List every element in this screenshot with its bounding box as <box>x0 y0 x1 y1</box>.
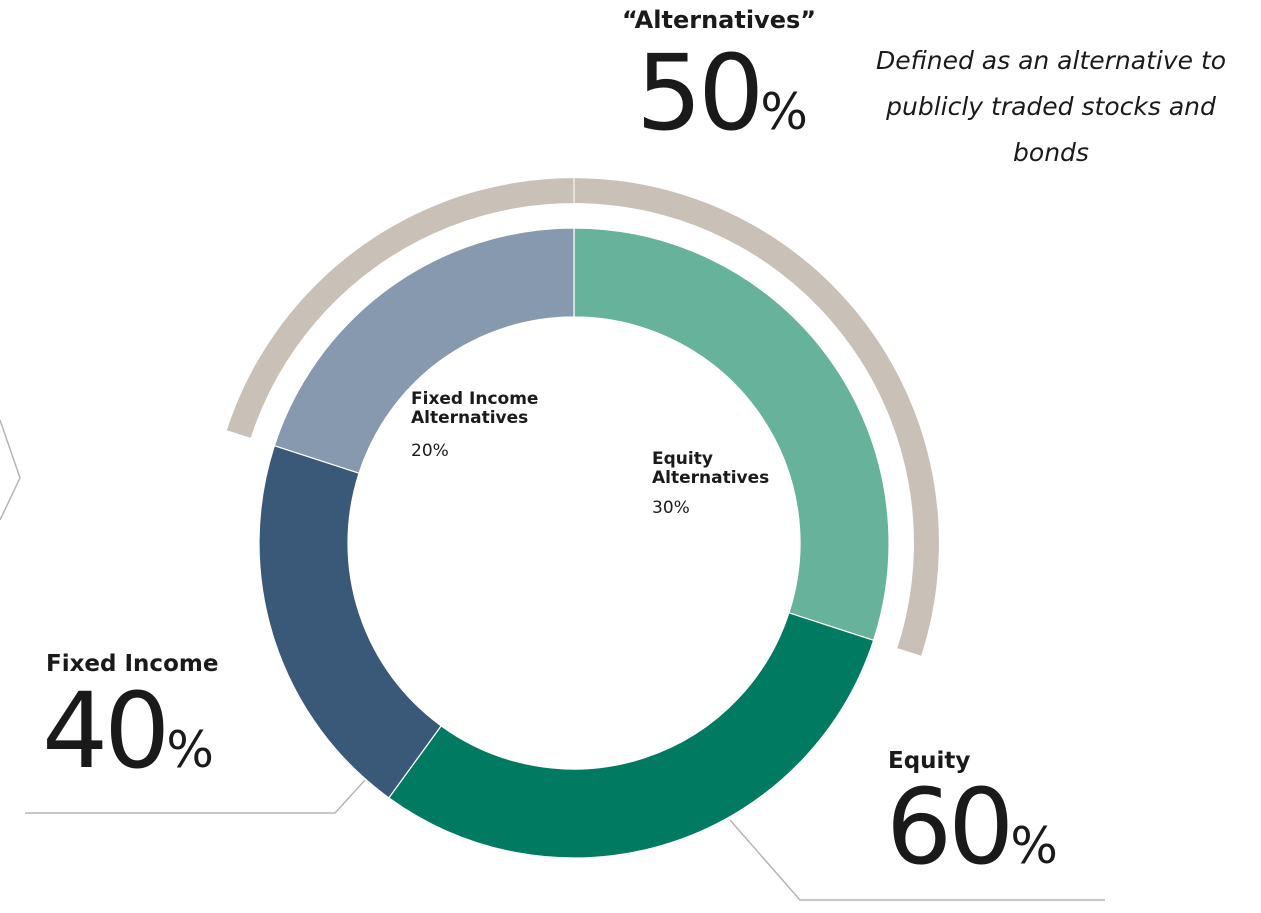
leader-line <box>25 779 366 814</box>
group-value: 60% <box>886 766 1058 888</box>
ring-note: Defined as an alternative to publicly tr… <box>875 46 1227 167</box>
chevron <box>0 419 21 521</box>
segment-label: Equity Alternatives <box>652 449 770 488</box>
donut-segment <box>273 227 575 474</box>
donut-segment <box>388 612 875 859</box>
ring-title: “Alternatives” <box>622 6 817 34</box>
donut-segment <box>573 227 890 642</box>
group-value: 40% <box>42 670 214 792</box>
donut-segment <box>258 444 442 799</box>
leader-line <box>729 819 1105 901</box>
group-name: Fixed Income <box>46 651 219 677</box>
group-name: Equity <box>888 748 971 774</box>
ring-value: 50% <box>636 32 808 154</box>
segment-value-label: 20% <box>411 441 449 461</box>
segment-value-label: 30% <box>652 498 690 518</box>
segment-label: Fixed Income Alternatives <box>411 389 539 428</box>
